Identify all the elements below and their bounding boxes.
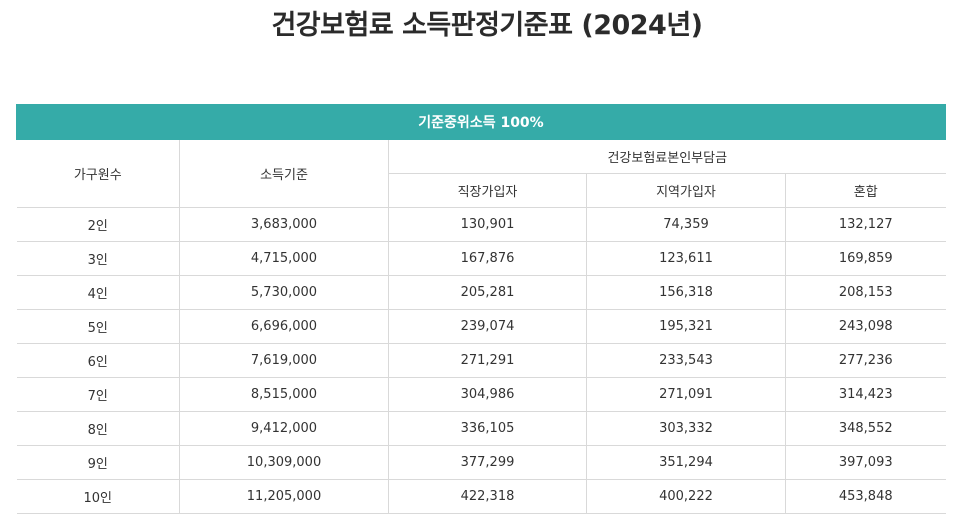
cell-employee: 304,986 [388, 377, 587, 412]
cell-mixed: 348,552 [785, 411, 946, 446]
cell-regional: 271,091 [586, 377, 786, 412]
cell-household: 6인 [16, 343, 180, 378]
table-body: 2인 3,683,000 130,901 74,359 132,127 3인 4,715,0… [16, 207, 946, 514]
cell-mixed: 277,236 [785, 343, 946, 378]
table-row: 10인 11,205,000 422,318 400,222 453,848 [16, 479, 946, 514]
cell-employee: 167,876 [388, 241, 587, 276]
cell-household: 8인 [16, 411, 180, 446]
table-row: 3인 4,715,000 167,876 123,611 169,859 [16, 241, 946, 276]
cell-income: 4,715,000 [179, 241, 389, 276]
cell-employee: 205,281 [388, 275, 587, 310]
cell-income: 10,309,000 [179, 445, 389, 480]
cell-mixed: 397,093 [785, 445, 946, 480]
cell-employee: 130,901 [388, 207, 587, 242]
table-row: 6인 7,619,000 271,291 233,543 277,236 [16, 343, 946, 378]
table-row: 2인 3,683,000 130,901 74,359 132,127 [16, 207, 946, 242]
header-regional: 지역가입자 [586, 173, 786, 208]
table-row: 7인 8,515,000 304,986 271,091 314,423 [16, 377, 946, 412]
cell-household: 2인 [16, 207, 180, 242]
cell-income: 11,205,000 [179, 479, 389, 514]
header-premium-group: 건강보험료본인부담금 [388, 139, 946, 174]
cell-household: 4인 [16, 275, 180, 310]
cell-regional: 233,543 [586, 343, 786, 378]
cell-income: 8,515,000 [179, 377, 389, 412]
cell-household: 10인 [16, 479, 180, 514]
cell-household: 9인 [16, 445, 180, 480]
cell-household: 5인 [16, 309, 180, 344]
table-row: 4인 5,730,000 205,281 156,318 208,153 [16, 275, 946, 310]
cell-employee: 336,105 [388, 411, 587, 446]
cell-employee: 271,291 [388, 343, 587, 378]
page-title: 건강보험료 소득판정기준표 (2024년) [271, 10, 703, 41]
header-employee: 직장가입자 [388, 173, 587, 208]
table-row: 5인 6,696,000 239,074 195,321 243,098 [16, 309, 946, 344]
cell-employee: 239,074 [388, 309, 587, 344]
cell-income: 9,412,000 [179, 411, 389, 446]
cell-mixed: 208,153 [785, 275, 946, 310]
cell-income: 6,696,000 [179, 309, 389, 344]
cell-mixed: 132,127 [785, 207, 946, 242]
table-banner: 기준중위소득 100% [16, 104, 946, 140]
cell-household: 3인 [16, 241, 180, 276]
cell-regional: 400,222 [586, 479, 786, 514]
cell-mixed: 314,423 [785, 377, 946, 412]
header-household: 가구원수 [16, 139, 180, 208]
cell-regional: 156,318 [586, 275, 786, 310]
cell-regional: 303,332 [586, 411, 786, 446]
cell-employee: 377,299 [388, 445, 587, 480]
cell-mixed: 453,848 [785, 479, 946, 514]
cell-employee: 422,318 [388, 479, 587, 514]
cell-regional: 195,321 [586, 309, 786, 344]
cell-regional: 74,359 [586, 207, 786, 242]
cell-regional: 123,611 [586, 241, 786, 276]
cell-mixed: 243,098 [785, 309, 946, 344]
cell-household: 7인 [16, 377, 180, 412]
cell-income: 3,683,000 [179, 207, 389, 242]
cell-income: 7,619,000 [179, 343, 389, 378]
header-mixed: 혼합 [785, 173, 946, 208]
table-row: 8인 9,412,000 336,105 303,332 348,552 [16, 411, 946, 446]
cell-income: 5,730,000 [179, 275, 389, 310]
income-criteria-table: 기준중위소득 100% 가구원수 소득기준 건강보험료본인부담금 직장가입자 지… [16, 104, 946, 514]
cell-regional: 351,294 [586, 445, 786, 480]
cell-mixed: 169,859 [785, 241, 946, 276]
header-income: 소득기준 [179, 139, 389, 208]
table-row: 9인 10,309,000 377,299 351,294 397,093 [16, 445, 946, 480]
